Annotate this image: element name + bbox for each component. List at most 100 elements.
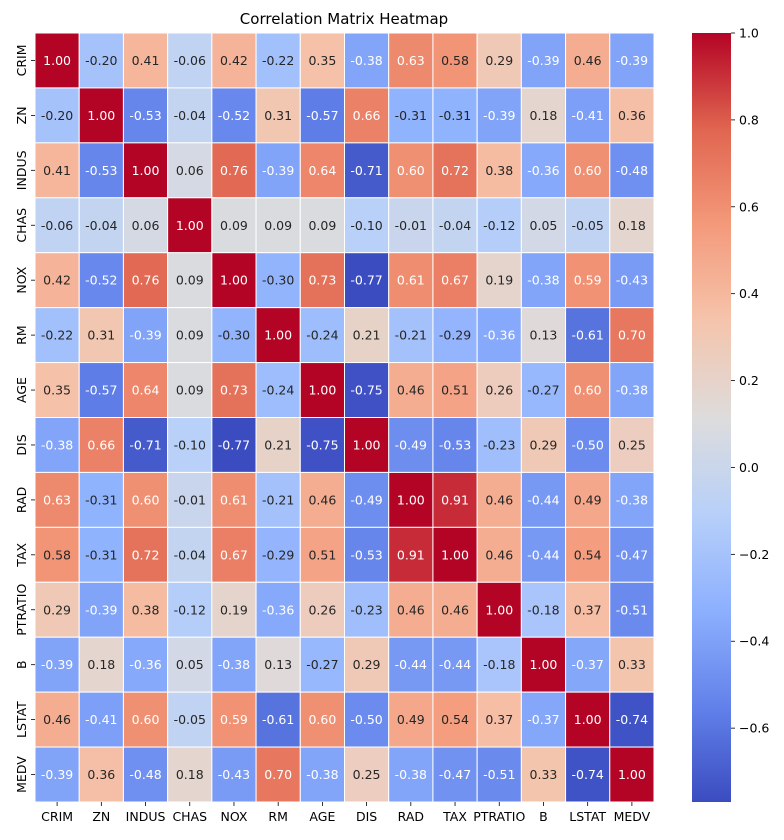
cell-value-label: 0.91 xyxy=(441,492,469,507)
cell-value-label: -0.20 xyxy=(85,53,117,68)
cell-value-label: 0.36 xyxy=(87,767,115,782)
heatmap-cell xyxy=(344,526,390,583)
heatmap-cell xyxy=(476,581,522,638)
heatmap-cell xyxy=(299,307,345,364)
heatmap-cell xyxy=(34,471,80,528)
heatmap-cell xyxy=(344,142,390,199)
cell-value-label: -0.24 xyxy=(306,328,338,343)
heatmap-cell xyxy=(211,252,257,309)
heatmap-cell xyxy=(299,471,345,528)
colorbar-tick-label: 0.2 xyxy=(739,373,759,388)
cell-value-label: -0.53 xyxy=(439,437,471,452)
heatmap-cell xyxy=(167,471,213,528)
cell-value-label: 0.42 xyxy=(43,273,71,288)
cell-value-label: -0.44 xyxy=(527,547,559,562)
heatmap-cell xyxy=(167,417,213,473)
cell-value-label: 0.60 xyxy=(574,383,602,398)
cell-value-label: -0.39 xyxy=(41,657,73,672)
x-tick-label: RAD xyxy=(398,809,424,824)
heatmap-cell xyxy=(476,746,522,803)
colorbar xyxy=(692,33,731,802)
heatmap-cell xyxy=(211,691,257,748)
heatmap-cell xyxy=(344,307,390,364)
cell-value-label: -0.57 xyxy=(306,108,338,123)
heatmap-cell xyxy=(432,417,478,473)
cell-value-label: -0.38 xyxy=(616,492,648,507)
cell-value-label: -0.01 xyxy=(174,492,206,507)
heatmap-cell xyxy=(34,526,80,583)
cell-value-label: 0.26 xyxy=(485,383,513,398)
heatmap-cell xyxy=(34,417,80,473)
cell-value-label: 0.72 xyxy=(441,163,469,178)
cell-value-label: 1.00 xyxy=(132,163,160,178)
cell-value-label: -0.61 xyxy=(262,712,294,727)
cell-value-label: -0.31 xyxy=(395,108,427,123)
heatmap-cell xyxy=(609,307,655,364)
x-tick-label: DIS xyxy=(356,809,377,824)
heatmap-cell xyxy=(609,252,655,309)
heatmap-cell xyxy=(476,307,522,364)
heatmap-cell xyxy=(299,197,345,254)
heatmap-cell xyxy=(211,581,257,638)
heatmap-cell xyxy=(609,142,655,199)
heatmap-cell xyxy=(520,746,567,803)
cell-value-label: -0.29 xyxy=(439,328,471,343)
x-tick-label: CHAS xyxy=(172,809,207,824)
cell-value-label: 1.00 xyxy=(220,273,248,288)
cell-value-label: -0.44 xyxy=(527,492,559,507)
cell-value-label: 0.58 xyxy=(43,547,71,562)
heatmap-cell xyxy=(520,581,567,638)
cell-value-label: 0.60 xyxy=(308,712,336,727)
cell-value-label: -0.49 xyxy=(395,437,427,452)
heatmap-cell xyxy=(520,197,567,254)
cell-value-label: -0.12 xyxy=(483,218,515,233)
cell-value-label: 0.60 xyxy=(397,163,425,178)
cell-value-label: 0.60 xyxy=(132,492,160,507)
cell-value-label: 0.29 xyxy=(530,437,558,452)
heatmap-cell xyxy=(255,471,301,528)
cell-value-label: 0.18 xyxy=(176,767,204,782)
heatmap-cell xyxy=(255,746,301,803)
heatmap-cell xyxy=(520,32,567,89)
cell-value-label: 0.09 xyxy=(176,383,204,398)
heatmap-cell xyxy=(299,746,345,803)
cell-value-label: 0.51 xyxy=(308,547,336,562)
cell-value-label: -0.36 xyxy=(527,163,559,178)
colorbar-tick-label: 0.4 xyxy=(739,286,759,301)
cell-value-label: -0.20 xyxy=(41,108,73,123)
heatmap-cell xyxy=(520,307,567,364)
cell-value-label: -0.47 xyxy=(616,547,648,562)
heatmap-cell xyxy=(344,471,390,528)
heatmap-cell xyxy=(520,142,567,199)
heatmap-cell xyxy=(122,526,169,583)
cell-value-label: 0.35 xyxy=(308,53,336,68)
cell-value-label: -0.74 xyxy=(572,767,604,782)
heatmap-cell xyxy=(565,362,611,419)
cell-value-label: 0.46 xyxy=(397,602,425,617)
cell-value-label: 1.00 xyxy=(618,767,646,782)
cell-value-label: 0.73 xyxy=(308,273,336,288)
heatmap-cell xyxy=(520,471,567,528)
cell-value-label: -0.38 xyxy=(41,437,73,452)
cell-value-label: -0.53 xyxy=(85,163,117,178)
cell-value-label: -0.10 xyxy=(174,437,206,452)
cell-value-label: 1.00 xyxy=(397,492,425,507)
y-tick-label: LSTAT xyxy=(14,701,29,738)
heatmap-cell xyxy=(211,87,257,144)
cell-value-label: 0.06 xyxy=(176,163,204,178)
cell-value-label: -0.22 xyxy=(262,53,294,68)
cell-value-label: 0.70 xyxy=(618,328,646,343)
cell-value-label: 0.59 xyxy=(220,712,248,727)
cell-value-label: -0.38 xyxy=(527,273,559,288)
cell-value-label: 1.00 xyxy=(530,657,558,672)
heatmap-cell xyxy=(344,87,390,144)
cell-value-label: 0.91 xyxy=(397,547,425,562)
heatmap-cell xyxy=(255,87,301,144)
heatmap-cells: 1.00 -0.20 0.41 -0.06 0.42 -0.22 0.35 -0.38 0.63… xyxy=(34,32,655,803)
cell-value-label: 0.63 xyxy=(43,492,71,507)
heatmap-cell xyxy=(609,581,655,638)
heatmap-cell xyxy=(211,417,257,473)
x-tick-label: LSTAT xyxy=(569,809,606,824)
heatmap-cell xyxy=(211,307,257,364)
heatmap-cell xyxy=(255,307,301,364)
